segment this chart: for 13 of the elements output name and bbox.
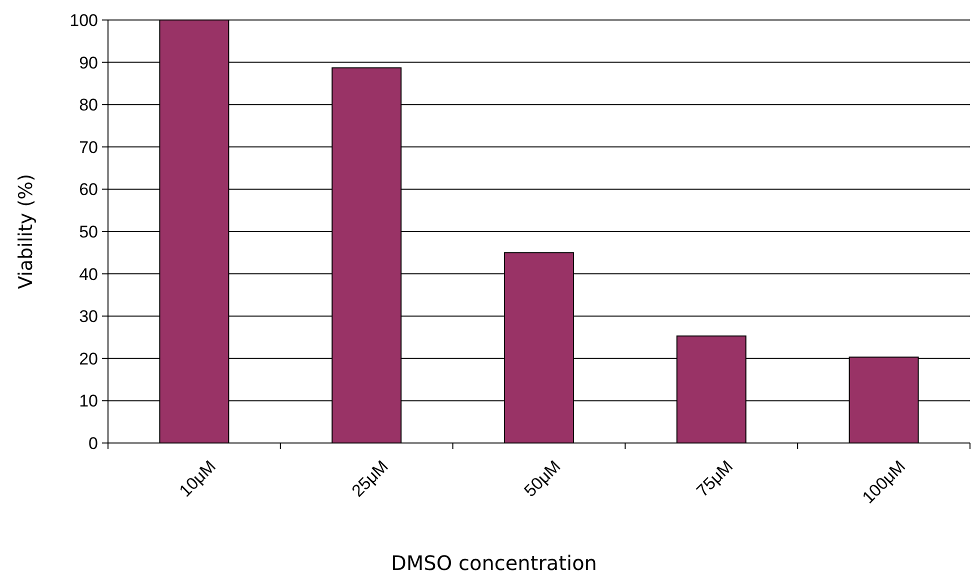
y-tick-label: 20: [79, 349, 98, 368]
y-tick-label: 70: [79, 138, 98, 157]
x-axis-title: DMSO concentration: [391, 551, 597, 575]
y-tick-label: 10: [79, 392, 98, 411]
y-tick-label: 50: [79, 222, 98, 242]
y-tick-label: 30: [79, 307, 98, 326]
y-tick-label: 40: [79, 264, 98, 284]
y-tick-label: 60: [79, 180, 98, 200]
y-tick-label: 80: [79, 96, 98, 115]
y-tick-label: 100: [70, 10, 98, 30]
y-tick-label: 0: [88, 434, 98, 453]
y-tick-label: 90: [79, 53, 98, 72]
y-axis-title: Viability (%): [15, 174, 37, 290]
